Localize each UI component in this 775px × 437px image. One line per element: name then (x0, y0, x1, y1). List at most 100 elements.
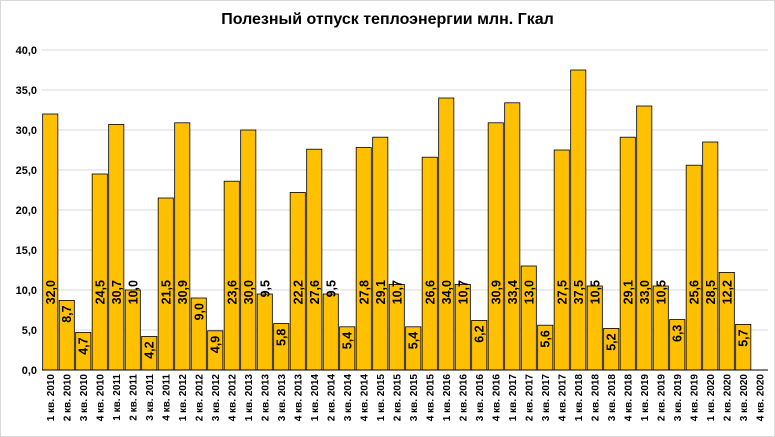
data-label: 5,2 (605, 333, 619, 350)
x-tick-label: 4 кв. 2019 (689, 374, 700, 422)
y-tick-label: 5,0 (22, 325, 37, 337)
data-label: 21,5 (159, 280, 173, 304)
data-label: 9,5 (258, 280, 272, 297)
x-tick-label: 1 кв. 2011 (112, 374, 123, 421)
data-label: 12,2 (720, 280, 734, 304)
x-tick-label: 3 кв. 2015 (409, 374, 420, 422)
data-label: 9,0 (192, 303, 206, 320)
y-tick-label: 25,0 (16, 165, 37, 177)
y-tick-label: 35,0 (16, 85, 37, 97)
bar (438, 97, 455, 371)
x-tick-label: 1 кв. 2017 (508, 374, 519, 422)
data-label: 25,6 (687, 280, 701, 304)
x-tick-label: 4 кв. 2013 (293, 374, 304, 422)
x-tick-label: 3 кв. 2011 (145, 374, 156, 421)
data-label: 22,2 (291, 280, 305, 304)
x-tick-label: 4 кв. 2011 (161, 374, 172, 421)
data-label: 9,5 (324, 280, 338, 297)
data-label: 10,7 (456, 280, 470, 304)
x-tick-label: 2 кв. 2016 (458, 374, 469, 422)
x-tick-label: 2 кв. 2010 (62, 374, 73, 422)
data-label: 5,8 (275, 329, 289, 346)
bar (619, 136, 636, 371)
bar (256, 293, 273, 371)
data-label: 33,0 (638, 280, 652, 304)
data-label: 23,6 (225, 280, 239, 304)
bar (487, 122, 504, 371)
x-tick-label: 3 кв. 2010 (79, 374, 90, 422)
x-tick-label: 2 кв. 2018 (590, 374, 601, 422)
data-label: 32,0 (44, 280, 58, 304)
x-tick-label: 1 кв. 2020 (706, 374, 717, 422)
data-label: 27,5 (555, 280, 569, 304)
data-label: 34,0 (440, 280, 454, 304)
bar (108, 124, 125, 371)
data-label: 5,4 (341, 332, 355, 349)
data-label: 5,6 (539, 330, 553, 347)
data-label: 10,7 (390, 280, 404, 304)
data-label: 10,0 (126, 280, 140, 304)
data-label: 4,7 (77, 337, 91, 354)
bar (504, 102, 521, 371)
bar (421, 156, 438, 371)
bar (174, 122, 191, 371)
y-tick-label: 15,0 (16, 245, 37, 257)
y-tick-label: 0,0 (22, 365, 37, 377)
x-tick-label: 2 кв. 2013 (260, 374, 271, 422)
data-label: 4,9 (209, 336, 223, 353)
y-tick-label: 30,0 (16, 125, 37, 137)
x-tick-label: 4 кв. 2020 (755, 374, 766, 422)
x-tick-label: 1 кв. 2012 (178, 374, 189, 422)
data-label: 29,1 (374, 280, 388, 304)
bar (702, 141, 719, 371)
x-tick-label: 3 кв. 2016 (475, 374, 486, 422)
data-label: 6,3 (671, 325, 685, 342)
bar (636, 105, 653, 371)
x-tick-label: 2 кв. 2012 (194, 374, 205, 422)
x-tick-label: 3 кв. 2019 (673, 374, 684, 422)
y-tick-label: 40,0 (16, 45, 37, 57)
x-tick-label: 2 кв. 2015 (392, 374, 403, 422)
x-tick-label: 4 кв. 2016 (491, 374, 502, 422)
x-tick-label: 2 кв. 2011 (128, 374, 139, 421)
x-tick-label: 4 кв. 2014 (359, 374, 370, 422)
bar (322, 293, 339, 371)
data-label: 26,6 (423, 280, 437, 304)
x-tick-label: 2 кв. 2020 (722, 374, 733, 422)
data-label: 33,4 (506, 280, 520, 304)
bar (91, 173, 108, 371)
x-tick-label: 4 кв. 2010 (95, 374, 106, 422)
x-tick-label: 3 кв. 2013 (277, 374, 288, 422)
data-label: 37,5 (572, 280, 586, 304)
data-label: 27,6 (308, 280, 322, 304)
data-label: 13,0 (522, 280, 536, 304)
data-label: 27,8 (357, 280, 371, 304)
x-tick-label: 1 кв. 2019 (640, 374, 651, 422)
x-tick-label: 1 кв. 2010 (46, 374, 57, 422)
x-tick-label: 1 кв. 2013 (244, 374, 255, 422)
chart-title: Полезный отпуск теплоэнергии млн. Гкал (221, 11, 554, 28)
x-tick-label: 1 кв. 2015 (376, 374, 387, 422)
x-tick-label: 2 кв. 2014 (326, 374, 337, 422)
data-label: 28,5 (704, 280, 718, 304)
x-tick-label: 4 кв. 2017 (557, 374, 568, 422)
x-tick-label: 3 кв. 2020 (739, 374, 750, 422)
bar (570, 69, 587, 371)
data-label: 29,1 (621, 280, 635, 304)
x-tick-label: 1 кв. 2014 (310, 374, 321, 422)
data-label: 30,9 (176, 280, 190, 304)
x-tick-label: 2 кв. 2017 (524, 374, 535, 422)
y-tick-label: 20,0 (16, 205, 37, 217)
bar (685, 164, 702, 371)
x-tick-label: 2 кв. 2019 (656, 374, 667, 422)
bar (553, 149, 570, 371)
data-label: 10,5 (588, 280, 602, 304)
bar (240, 129, 257, 371)
x-tick-label: 3 кв. 2018 (607, 374, 618, 422)
data-label: 6,2 (473, 325, 487, 342)
x-tick-label: 1 кв. 2016 (442, 374, 453, 422)
bar (306, 148, 323, 371)
data-label: 4,2 (143, 341, 157, 358)
x-tick-label: 3 кв. 2017 (541, 374, 552, 422)
